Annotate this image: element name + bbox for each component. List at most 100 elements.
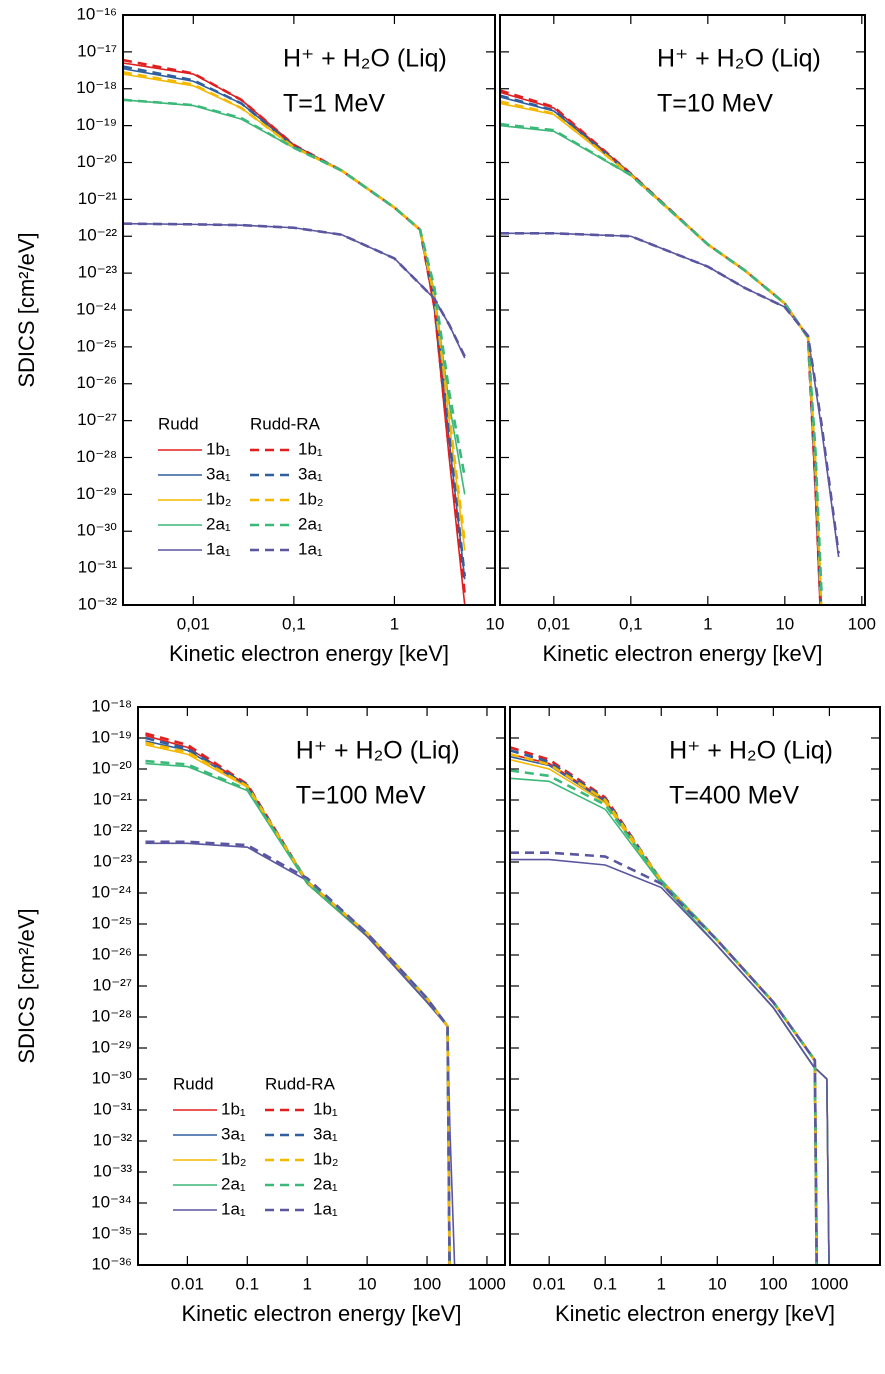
panel: 10⁻¹⁸ 10⁻¹⁹ 10⁻²⁰ 10⁻²¹ 10⁻²² 10⁻²³ 10⁻²⁴ 10⁻²⁵… xyxy=(14,696,506,1326)
y-tick-label: 10⁻²⁶ xyxy=(76,373,117,392)
x-tick-label: 10 xyxy=(775,614,794,633)
series-line xyxy=(500,100,823,605)
y-tick-label: 10⁻²² xyxy=(93,820,133,839)
x-tick-label: 0.1 xyxy=(235,1274,259,1293)
series-line xyxy=(510,752,818,1265)
series-line xyxy=(500,96,822,605)
legend-label: 1b₂ xyxy=(313,1149,339,1168)
y-tick-label: 10⁻²³ xyxy=(93,851,133,870)
y-tick-label: 10⁻³² xyxy=(93,1130,133,1149)
y-tick-label: 10⁻¹⁷ xyxy=(77,41,117,60)
series-line xyxy=(510,851,818,1265)
y-tick-label: 10⁻²⁸ xyxy=(76,447,117,466)
legend-title: Rudd xyxy=(173,1074,214,1093)
legend-title: Rudd-RA xyxy=(265,1074,336,1093)
y-tick-label: 10⁻¹⁸ xyxy=(76,78,117,97)
y-tick-label: 10⁻²³ xyxy=(78,263,118,282)
series-line xyxy=(500,89,822,605)
panel: 0,01 0,1 1 10 100 H⁺ + H₂O (Liq) T=10 MeV Kinet… xyxy=(499,14,876,666)
legend-label: 1b₁ xyxy=(298,439,323,458)
series-line xyxy=(500,94,823,605)
y-tick-label: 10⁻³¹ xyxy=(93,1099,133,1118)
series-line xyxy=(145,744,451,1265)
legend-label: 3a₁ xyxy=(206,464,231,483)
legend-label: 1a₁ xyxy=(221,1199,246,1218)
series-line xyxy=(510,753,830,1265)
y-tick-label: 10⁻²⁵ xyxy=(91,913,132,932)
legend-label: 1a₁ xyxy=(298,539,323,558)
legend-label: 1b₂ xyxy=(221,1149,247,1168)
annotation: T=1 MeV xyxy=(283,90,385,118)
legend-label: 1b₁ xyxy=(221,1099,246,1118)
legend-label: 3a₁ xyxy=(313,1124,338,1143)
y-tick-label: 10⁻²⁷ xyxy=(77,410,117,429)
series-line xyxy=(123,222,466,359)
x-tick-label: 10 xyxy=(486,614,505,633)
series-line xyxy=(500,232,840,554)
y-tick-label: 10⁻³³ xyxy=(93,1161,133,1180)
x-tick-label: 1 xyxy=(390,614,399,633)
series-line xyxy=(500,124,823,605)
frame xyxy=(509,706,881,1266)
y-tick-label: 10⁻²⁰ xyxy=(92,758,133,777)
series-line xyxy=(500,102,822,605)
y-tick-label: 10⁻¹⁹ xyxy=(76,115,117,134)
legend-label: 1b₂ xyxy=(298,489,324,508)
series-line xyxy=(123,222,466,358)
x-axis-label: Kinetic electron energy [keV] xyxy=(542,641,822,666)
y-tick-label: 10⁻¹⁶ xyxy=(76,4,117,23)
series-line xyxy=(510,769,818,1265)
series-line xyxy=(145,842,456,1265)
series-line xyxy=(145,732,451,1265)
series-line xyxy=(510,749,818,1265)
series-line xyxy=(510,758,830,1265)
y-tick-label: 10⁻³¹ xyxy=(78,558,118,577)
y-tick-label: 10⁻¹⁸ xyxy=(91,696,132,715)
y-axis-label: SDICS [cm²/eV] xyxy=(14,908,39,1063)
series-line xyxy=(510,777,830,1265)
y-tick-label: 10⁻²² xyxy=(78,226,118,245)
series-line xyxy=(145,734,451,1265)
y-tick-label: 10⁻²⁷ xyxy=(92,975,132,994)
x-tick-label: 0,1 xyxy=(619,614,643,633)
y-tick-label: 10⁻²¹ xyxy=(93,789,133,808)
series-line xyxy=(123,70,467,543)
legend-label: 2a₁ xyxy=(206,514,231,533)
series-line xyxy=(145,759,451,1265)
series-line xyxy=(510,858,830,1265)
y-tick-label: 10⁻³⁴ xyxy=(91,1192,132,1211)
y-tick-label: 10⁻³⁵ xyxy=(91,1223,132,1242)
series-line xyxy=(145,740,451,1265)
y-tick-label: 10⁻³⁰ xyxy=(92,1068,133,1087)
legend-label: 1a₁ xyxy=(206,539,231,558)
annotation: H⁺ + H₂O (Liq) xyxy=(296,737,460,765)
plot-area xyxy=(510,746,830,1265)
annotation: T=100 MeV xyxy=(296,782,426,810)
y-tick-label: 10⁻²⁶ xyxy=(91,944,132,963)
legend-label: 2a₁ xyxy=(298,514,323,533)
y-tick-label: 10⁻³⁶ xyxy=(91,1254,132,1273)
plot-area xyxy=(500,89,840,605)
y-tick-label: 10⁻²⁰ xyxy=(77,152,118,171)
y-tick-label: 10⁻¹⁹ xyxy=(91,727,132,746)
annotation: H⁺ + H₂O (Liq) xyxy=(283,45,447,73)
x-tick-label: 100 xyxy=(759,1274,787,1293)
annotation: T=10 MeV xyxy=(657,90,773,118)
x-tick-label: 1 xyxy=(703,614,712,633)
x-tick-label: 1000 xyxy=(468,1274,506,1293)
legend-label: 2a₁ xyxy=(221,1174,246,1193)
legend-label: 1b₁ xyxy=(206,439,231,458)
legend-label: 3a₁ xyxy=(298,464,323,483)
y-tick-label: 10⁻²⁹ xyxy=(76,484,117,503)
series-line xyxy=(500,91,821,605)
x-tick-label: 100 xyxy=(413,1274,441,1293)
x-tick-label: 0.1 xyxy=(593,1274,617,1293)
legend-title: Rudd-RA xyxy=(250,414,321,433)
x-axis-label: Kinetic electron energy [keV] xyxy=(169,641,449,666)
frame xyxy=(137,706,506,1266)
x-axis-label: Kinetic electron energy [keV] xyxy=(181,1301,461,1326)
frame xyxy=(499,14,866,606)
legend-label: 1a₁ xyxy=(313,1199,338,1218)
legend-label: 1b₁ xyxy=(313,1099,338,1118)
